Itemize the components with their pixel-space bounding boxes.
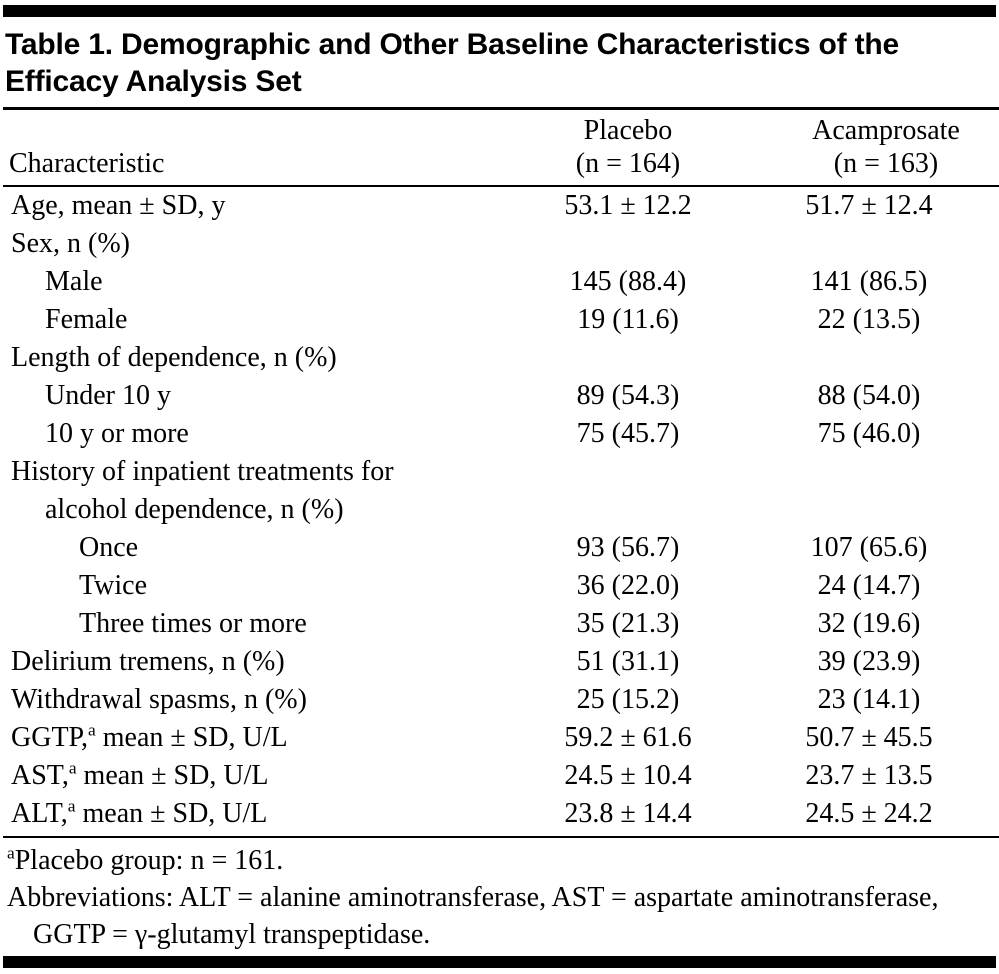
characteristic-cell: Age, mean ± SD, y xyxy=(11,190,226,221)
baseline-characteristics-table: Characteristic Placebo (n = 164) Acampro… xyxy=(3,107,999,838)
placebo-value-cell: 25 (15.2) xyxy=(576,684,680,715)
table-row: Female 19 (11.6) 22 (13.5) xyxy=(3,301,999,339)
table-row: Twice 36 (22.0) 24 (14.7) xyxy=(3,567,999,605)
acamprosate-value-cell: 50.7 ± 45.5 xyxy=(805,722,933,753)
column-header-placebo-n: (n = 164) xyxy=(575,148,681,179)
footnote-marker: a xyxy=(68,758,77,778)
acamprosate-value-cell xyxy=(773,491,999,529)
acamprosate-value-cell: 75 (46.0) xyxy=(817,418,921,449)
acamprosate-value-cell: 23 (14.1) xyxy=(817,684,921,715)
column-header-acamprosate-n: (n = 163) xyxy=(833,148,939,179)
characteristic-cell: alcohol dependence, n (%) xyxy=(45,494,344,525)
abbreviations-footnote: Abbreviations: ALT = alanine aminotransf… xyxy=(7,879,973,953)
table-row: 10 y or more 75 (45.7) 75 (46.0) xyxy=(3,415,999,453)
footnote-a: aPlacebo group: n = 161. xyxy=(7,842,996,879)
column-header-acamprosate: Acamprosate (n = 163) xyxy=(773,107,999,187)
characteristic-cell: Male xyxy=(45,266,103,297)
placebo-value-cell xyxy=(483,491,773,529)
placebo-value-cell: 19 (11.6) xyxy=(577,304,679,335)
footnote-marker: a xyxy=(88,720,96,740)
acamprosate-value-cell: 22 (13.5) xyxy=(817,304,921,335)
table-row: AST,a mean ± SD, U/L 24.5 ± 10.4 23.7 ± 13… xyxy=(3,757,999,795)
table-row: Sex, n (%) xyxy=(3,225,999,263)
placebo-value-cell xyxy=(483,339,773,377)
acamprosate-value-cell: 23.7 ± 13.5 xyxy=(805,760,933,791)
table-row: Delirium tremens, n (%) 51 (31.1) 39 (23.9… xyxy=(3,643,999,681)
characteristic-cell: ALT,a mean ± SD, U/L xyxy=(3,795,483,838)
placebo-value-cell: 35 (21.3) xyxy=(576,608,680,639)
column-header-characteristic: Characteristic xyxy=(3,107,483,187)
header-row: Characteristic Placebo (n = 164) Acampro… xyxy=(3,107,999,187)
placebo-value-cell xyxy=(483,225,773,263)
characteristic-cell: Female xyxy=(45,304,128,335)
table-row: Withdrawal spasms, n (%) 25 (15.2) 23 (14.… xyxy=(3,681,999,719)
placebo-value-cell: 89 (54.3) xyxy=(576,380,680,411)
footnote-marker: a xyxy=(67,796,76,816)
placebo-value-cell: 23.8 ± 14.4 xyxy=(483,795,773,838)
characteristic-cell: GGTP,a mean ± SD, U/L xyxy=(11,720,288,753)
table-row: alcohol dependence, n (%) xyxy=(3,491,999,529)
column-header-placebo: Placebo (n = 164) xyxy=(483,107,773,187)
table-row: History of inpatient treatments for xyxy=(3,453,999,491)
placebo-value-cell: 51 (31.1) xyxy=(576,646,680,677)
footnote-a-text: Placebo group: n = 161. xyxy=(14,845,284,876)
column-header-placebo-name: Placebo xyxy=(583,115,673,146)
table-figure: Table 1. Demographic and Other Baseline … xyxy=(0,5,999,974)
acamprosate-value-cell: 88 (54.0) xyxy=(817,380,921,411)
acamprosate-value-cell: 107 (65.6) xyxy=(810,532,928,563)
table-row: Age, mean ± SD, y 53.1 ± 12.2 51.7 ± 12.4 xyxy=(3,186,999,225)
characteristic-cell: History of inpatient treatments for xyxy=(11,456,394,487)
acamprosate-value-cell xyxy=(773,339,999,377)
placebo-value-cell: 59.2 ± 61.6 xyxy=(564,722,692,753)
characteristic-cell: Three times or more xyxy=(79,608,307,639)
footnote-a-marker: a xyxy=(7,843,15,863)
table-footnotes: aPlacebo group: n = 161. Abbreviations: … xyxy=(7,842,996,953)
table-row: Three times or more 35 (21.3) 32 (19.6) xyxy=(3,605,999,643)
table-row: Once 93 (56.7) 107 (65.6) xyxy=(3,529,999,567)
acamprosate-value-cell: 39 (23.9) xyxy=(817,646,921,677)
acamprosate-value-cell: 24.5 ± 24.2 xyxy=(773,795,999,838)
placebo-value-cell: 93 (56.7) xyxy=(576,532,680,563)
characteristic-cell: Once xyxy=(79,532,139,563)
table-title: Table 1. Demographic and Other Baseline … xyxy=(5,28,899,98)
table-row: Under 10 y 89 (54.3) 88 (54.0) xyxy=(3,377,999,415)
characteristic-cell: Delirium tremens, n (%) xyxy=(11,646,285,677)
top-border-bar xyxy=(3,5,996,17)
table-row: Male 145 (88.4) 141 (86.5) xyxy=(3,263,999,301)
acamprosate-value-cell: 32 (19.6) xyxy=(817,608,921,639)
table-row: ALT,a mean ± SD, U/L 23.8 ± 14.4 24.5 ± 24… xyxy=(3,795,999,838)
column-header-acamprosate-name: Acamprosate xyxy=(812,115,960,146)
acamprosate-value-cell xyxy=(773,225,999,263)
bottom-border-bar xyxy=(3,956,996,968)
placebo-value-cell: 36 (22.0) xyxy=(576,570,680,601)
placebo-value-cell: 24.5 ± 10.4 xyxy=(564,760,692,791)
characteristic-cell: 10 y or more xyxy=(45,418,189,449)
characteristic-cell: Twice xyxy=(79,570,148,601)
characteristic-cell: Under 10 y xyxy=(45,380,171,411)
abbreviations-text: Abbreviations: ALT = alanine aminotransf… xyxy=(7,882,939,950)
characteristic-cell: Length of dependence, n (%) xyxy=(11,342,337,373)
placebo-value-cell: 75 (45.7) xyxy=(576,418,680,449)
characteristic-cell: AST,a mean ± SD, U/L xyxy=(11,758,269,791)
table-row: GGTP,a mean ± SD, U/L 59.2 ± 61.6 50.7 ± 4… xyxy=(3,719,999,757)
acamprosate-value-cell: 51.7 ± 12.4 xyxy=(805,190,933,221)
acamprosate-value-cell: 141 (86.5) xyxy=(810,266,928,297)
acamprosate-value-cell xyxy=(773,453,999,491)
characteristic-cell: Sex, n (%) xyxy=(11,228,130,259)
placebo-value-cell: 145 (88.4) xyxy=(569,266,687,297)
table-body: Age, mean ± SD, y 53.1 ± 12.2 51.7 ± 12.4 S… xyxy=(3,186,999,838)
characteristic-cell: Withdrawal spasms, n (%) xyxy=(11,684,307,715)
table-row: Length of dependence, n (%) xyxy=(3,339,999,377)
placebo-value-cell: 53.1 ± 12.2 xyxy=(564,190,692,221)
acamprosate-value-cell: 24 (14.7) xyxy=(817,570,921,601)
placebo-value-cell xyxy=(483,453,773,491)
